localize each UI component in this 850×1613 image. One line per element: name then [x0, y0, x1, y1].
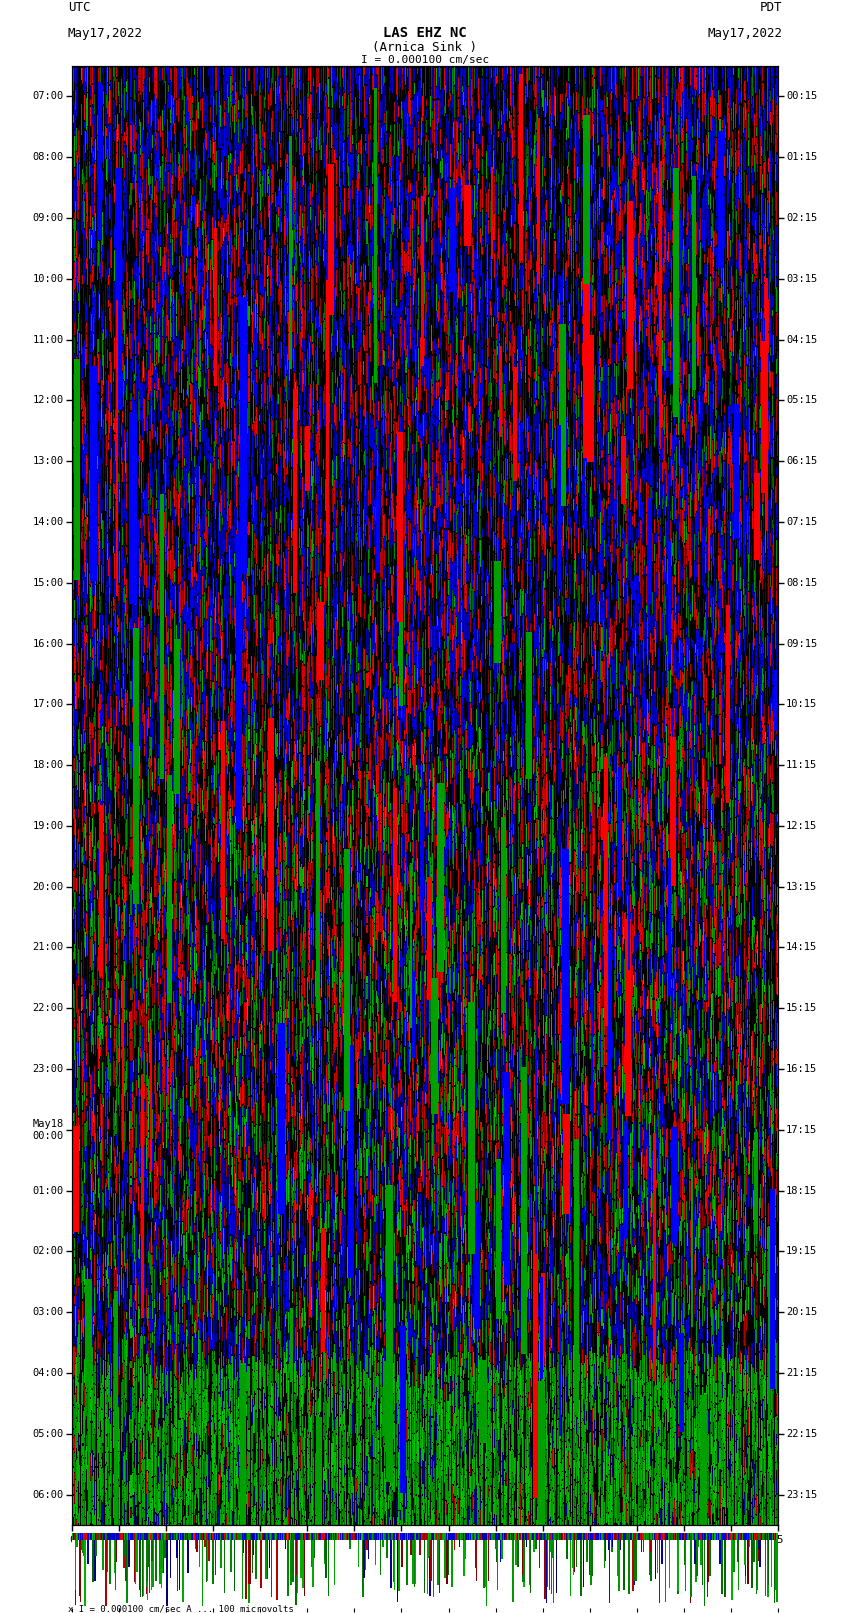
Text: PDT: PDT	[760, 2, 782, 15]
Text: I = 0.000100 cm/sec: I = 0.000100 cm/sec	[361, 55, 489, 65]
Text: May17,2022: May17,2022	[707, 27, 782, 40]
X-axis label: TIME (MINUTES): TIME (MINUTES)	[372, 1548, 478, 1561]
Text: May17,2022: May17,2022	[68, 27, 143, 40]
Text: LAS EHZ NC: LAS EHZ NC	[383, 26, 467, 40]
Text: x I = 0.000100 cm/sec A ... 100 microvolts: x I = 0.000100 cm/sec A ... 100 microvol…	[68, 1603, 294, 1613]
Text: (Arnica Sink ): (Arnica Sink )	[372, 42, 478, 55]
Text: UTC: UTC	[68, 2, 90, 15]
